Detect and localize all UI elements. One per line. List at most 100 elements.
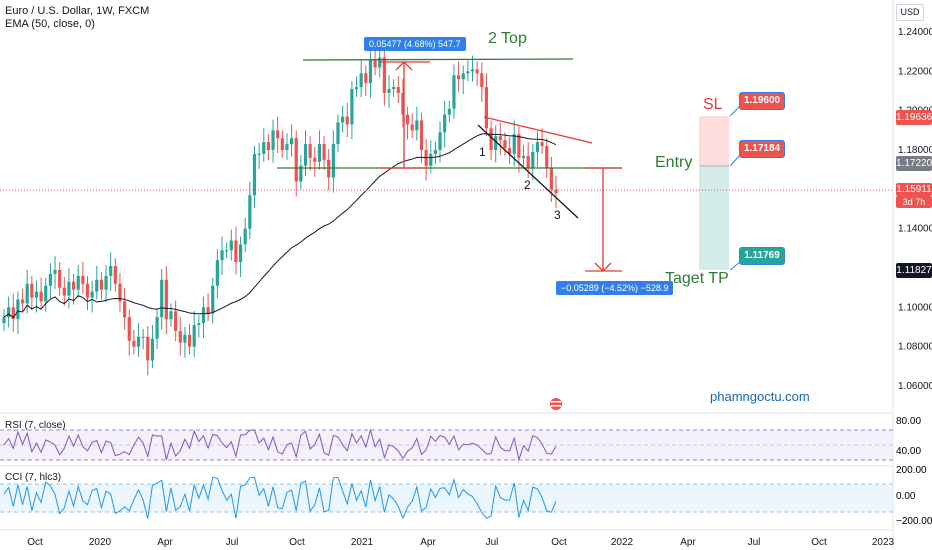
candle-body <box>313 157 317 162</box>
tp-price-tag: 1.11827 <box>896 263 932 278</box>
entry-price-tag: 1.17220 <box>896 156 932 171</box>
time-tick-label: Apr <box>680 537 696 548</box>
candle-body <box>508 148 512 154</box>
candle-body <box>141 336 145 338</box>
candle-body <box>95 279 99 292</box>
candle-body <box>368 59 373 84</box>
tp-pointer <box>729 261 741 271</box>
cci-label[interactable]: CCI (7, hlc3) <box>5 472 62 483</box>
candle-body <box>178 330 182 343</box>
tp-label[interactable]: Taget TP <box>665 270 729 287</box>
price-tick-label: 1.24000 <box>898 27 932 38</box>
resistance-trendline <box>483 116 593 144</box>
time-tick-label: Apr <box>420 537 436 548</box>
candle-body <box>354 87 359 90</box>
candle-body <box>447 108 451 115</box>
candle-body <box>132 340 136 347</box>
candle-body <box>58 269 62 288</box>
indicator-label[interactable]: EMA (50, close, 0) <box>5 18 95 30</box>
currency-button[interactable]: USD <box>896 4 924 21</box>
cci-tick-minus200: −200.00 <box>896 516 932 527</box>
tp-zone <box>699 166 729 270</box>
wave-3-label[interactable]: 3 <box>554 208 561 222</box>
entry-label[interactable]: Entry <box>655 154 693 171</box>
measure-up-label[interactable]: 0.05477 (4.68%) 547.7 <box>364 37 466 51</box>
cci-tick-0: 0.00 <box>896 491 916 502</box>
candle-body <box>419 120 424 150</box>
candle-body <box>136 336 141 347</box>
candle-body <box>113 266 117 284</box>
candle-body <box>452 75 456 109</box>
wave-2-label[interactable]: 2 <box>524 178 531 192</box>
candle-body <box>378 57 382 68</box>
candle-body <box>243 228 247 245</box>
candle-body <box>470 69 475 72</box>
candle-body <box>396 87 400 93</box>
candle-body <box>331 144 335 178</box>
ema-line <box>3 133 557 319</box>
candle-body <box>262 142 266 154</box>
candle-body <box>359 73 363 88</box>
flag-icon[interactable] <box>550 398 562 410</box>
candle-body <box>201 307 206 324</box>
candle-body <box>438 132 442 150</box>
candle-body <box>521 155 526 158</box>
candle-body <box>401 92 405 115</box>
candle-body <box>20 299 25 304</box>
candle-body <box>146 336 150 361</box>
entry-callout[interactable]: 1.17184 <box>739 140 785 158</box>
candle-body <box>415 120 419 131</box>
measure-down-label[interactable]: −0.05289 (−4.52%) −528.9 <box>556 281 674 295</box>
sl-label[interactable]: SL <box>703 96 723 113</box>
double-top-label[interactable]: 2 Top <box>488 30 527 47</box>
candle-body <box>345 116 349 125</box>
candle-body <box>392 87 396 90</box>
time-tick-label: Jul <box>486 537 499 548</box>
candle-body <box>266 142 271 150</box>
watermark: phamngoctu.com <box>710 389 810 404</box>
candle-body <box>308 144 312 158</box>
price-tick-label: 1.14000 <box>898 224 932 235</box>
candle-body <box>155 317 159 339</box>
symbol-title[interactable]: Euro / U.S. Dollar, 1W, FXCM <box>5 5 150 17</box>
sl-callout[interactable]: 1.19600 <box>739 92 785 110</box>
candle-body <box>336 122 340 145</box>
candle-body <box>104 275 108 290</box>
candle-body <box>81 275 85 284</box>
candle-body <box>489 128 493 150</box>
time-tick-label: Oct <box>27 537 43 548</box>
price-axis[interactable]: 1.240001.220001.200001.180001.160001.140… <box>898 27 932 392</box>
time-tick-label: Apr <box>157 537 173 548</box>
candle-body <box>248 195 252 229</box>
candle-body <box>220 250 224 261</box>
time-axis[interactable]: Oct 2020 Apr Jul Oct 2021 Apr Jul Oct 2022 Apr Jul O… <box>27 537 894 548</box>
candle-body <box>25 283 29 304</box>
rsi-label[interactable]: RSI (7, close) <box>5 420 66 431</box>
candle-body <box>327 159 331 178</box>
cci-band <box>0 484 893 512</box>
sl-pointer <box>729 105 741 117</box>
time-tick-label: 2021 <box>351 537 374 548</box>
candle-body <box>150 338 155 361</box>
candle-body <box>192 325 196 347</box>
tp-callout[interactable]: 1.11769 <box>739 247 785 265</box>
candle-body <box>109 266 113 276</box>
candle-body <box>303 144 308 166</box>
candle-body <box>183 334 187 343</box>
current-price-tag: 1.15911 <box>896 183 932 196</box>
flag-stripe-icon <box>551 401 561 403</box>
candle-body <box>341 116 345 123</box>
candle-body <box>545 146 549 168</box>
candle-body <box>225 250 229 252</box>
candle-body <box>62 287 66 296</box>
candle-body <box>433 150 437 154</box>
candle-body <box>90 291 94 298</box>
wave-1-label[interactable]: 1 <box>479 145 486 159</box>
candle-body <box>410 124 414 131</box>
candle-body <box>160 279 164 318</box>
candle-body <box>257 153 261 155</box>
candle-body <box>197 323 201 326</box>
candle-body <box>34 291 39 298</box>
price-tick-label: 1.18000 <box>898 145 932 156</box>
